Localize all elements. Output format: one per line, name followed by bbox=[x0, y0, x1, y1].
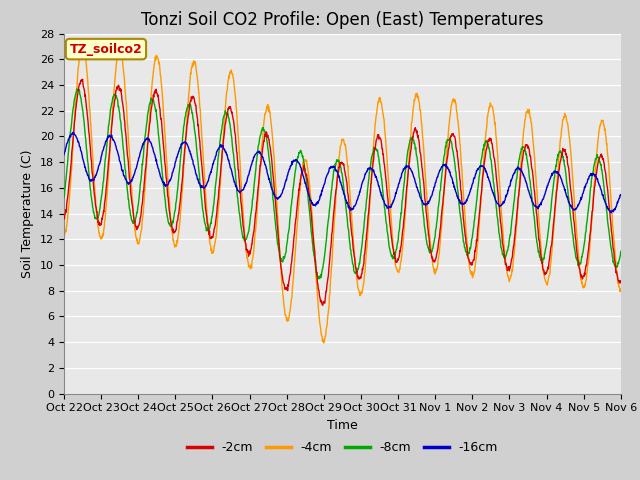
X-axis label: Time: Time bbox=[327, 419, 358, 432]
Y-axis label: Soil Temperature (C): Soil Temperature (C) bbox=[22, 149, 35, 278]
Title: Tonzi Soil CO2 Profile: Open (East) Temperatures: Tonzi Soil CO2 Profile: Open (East) Temp… bbox=[141, 11, 543, 29]
Text: TZ_soilco2: TZ_soilco2 bbox=[70, 43, 142, 56]
Legend: -2cm, -4cm, -8cm, -16cm: -2cm, -4cm, -8cm, -16cm bbox=[182, 436, 503, 459]
